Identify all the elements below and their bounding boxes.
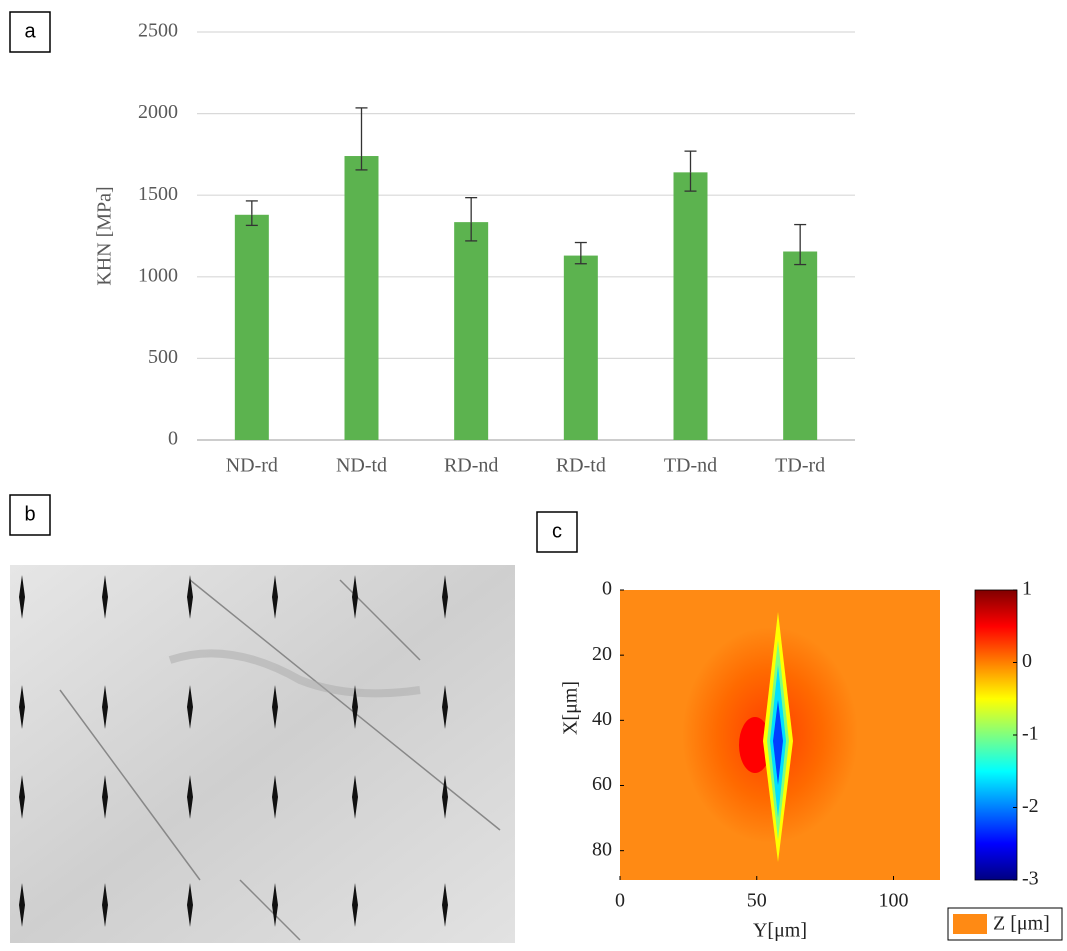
colorbar-tick-label: 1 — [1022, 578, 1032, 600]
x-axis-label: Y[μm] — [753, 920, 807, 942]
y-axis-label: X[μm] — [560, 681, 582, 735]
bar — [783, 252, 817, 440]
x-tick-label: ND-rd — [226, 455, 278, 477]
bar — [235, 215, 269, 440]
bar — [564, 256, 598, 440]
panel-label: b — [24, 503, 35, 525]
y-tick-label: 0 — [168, 428, 178, 450]
y-tick-label: 0 — [602, 578, 612, 600]
y-tick-label: 1500 — [138, 183, 178, 205]
bar — [454, 222, 488, 440]
colorbar-tick-label: -2 — [1022, 795, 1039, 817]
x-tick-label: RD-td — [556, 455, 606, 477]
y-tick-label: 2500 — [138, 20, 178, 42]
bar — [345, 156, 379, 440]
x-tick-label: 100 — [879, 890, 909, 912]
bar-chart: 0 500 1000 1500 2000 2500 ND-rd ND-td RD-nd RD-td… — [138, 20, 855, 477]
x-tick-label: TD-nd — [664, 455, 717, 477]
x-tick-label: ND-td — [336, 455, 387, 477]
bar — [674, 172, 708, 440]
colorbar-tick-label: -1 — [1022, 723, 1039, 745]
x-tick-label: 50 — [747, 890, 767, 912]
colorbar-tick-label: 0 — [1022, 650, 1032, 672]
colorbar — [975, 590, 1017, 880]
y-tick-label: 2000 — [138, 101, 178, 123]
micrograph — [10, 565, 515, 943]
colorbar-tick-label: -3 — [1022, 868, 1039, 890]
y-tick-label: 20 — [592, 643, 612, 665]
y-tick-label: 60 — [592, 773, 612, 795]
panel-label: c — [552, 520, 562, 542]
figure: a KHN [MPa] 05001000150020002500ND-rdND-… — [0, 0, 1067, 946]
y-tick-label: 500 — [148, 346, 178, 368]
heatmap — [620, 590, 940, 880]
y-axis-label: KHN [MPa] — [94, 186, 116, 285]
x-tick-label: RD-nd — [444, 455, 498, 477]
y-tick-label: 40 — [592, 708, 612, 730]
x-tick-label: TD-rd — [775, 455, 825, 477]
x-tick-label: 0 — [615, 890, 625, 912]
panel-label: a — [24, 20, 36, 42]
y-tick-label: 1000 — [138, 264, 178, 286]
y-tick-label: 80 — [592, 838, 612, 860]
legend-swatch — [953, 914, 987, 934]
legend-label: Z [μm] — [993, 913, 1050, 935]
